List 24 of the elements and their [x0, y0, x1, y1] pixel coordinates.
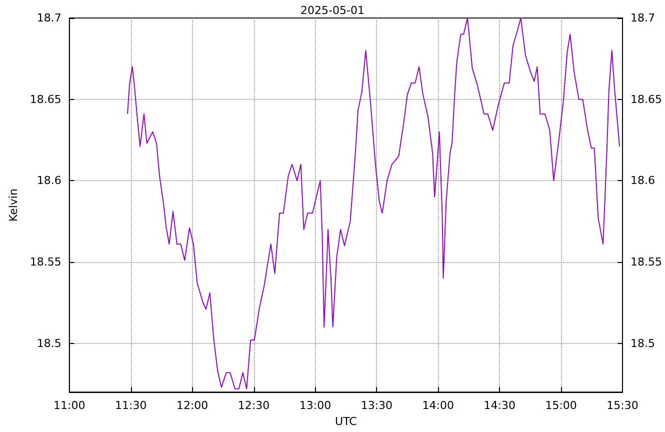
x-tick-label: 14:00	[422, 399, 454, 412]
x-tick-label: 12:30	[238, 399, 270, 412]
x-axis-title: UTC	[335, 415, 358, 428]
y2-tick-label: 18.5	[630, 336, 656, 350]
y2-tick-label: 18.6	[630, 174, 656, 188]
chart-title: 2025-05-01	[300, 4, 364, 17]
y-tick-label: 18.65	[30, 92, 62, 106]
y2-tick-label: 18.7	[630, 12, 656, 24]
y-tick-label: 18.5	[36, 336, 62, 350]
y-tick-label: 18.7	[36, 12, 62, 24]
x-tick-label: 11:30	[114, 399, 147, 412]
y2-tick-label: 18.55	[630, 255, 662, 268]
y-tick-label: 18.55	[30, 255, 62, 268]
x-tick-label: 15:00	[545, 399, 577, 412]
y-axis-title: Kelvin	[7, 188, 20, 222]
x-tick-label: 13:30	[360, 399, 393, 412]
x-tick-label: 15:30	[606, 399, 638, 412]
x-tick-label: 13:00	[299, 399, 332, 412]
y-tick-label: 18.6	[36, 174, 62, 188]
y2-tick-label: 18.65	[630, 92, 662, 106]
x-tick-label: 11:00	[54, 399, 86, 412]
x-tick-label: 12:00	[176, 399, 208, 412]
x-tick-label: 14:30	[484, 399, 516, 412]
line-series	[127, 18, 620, 390]
